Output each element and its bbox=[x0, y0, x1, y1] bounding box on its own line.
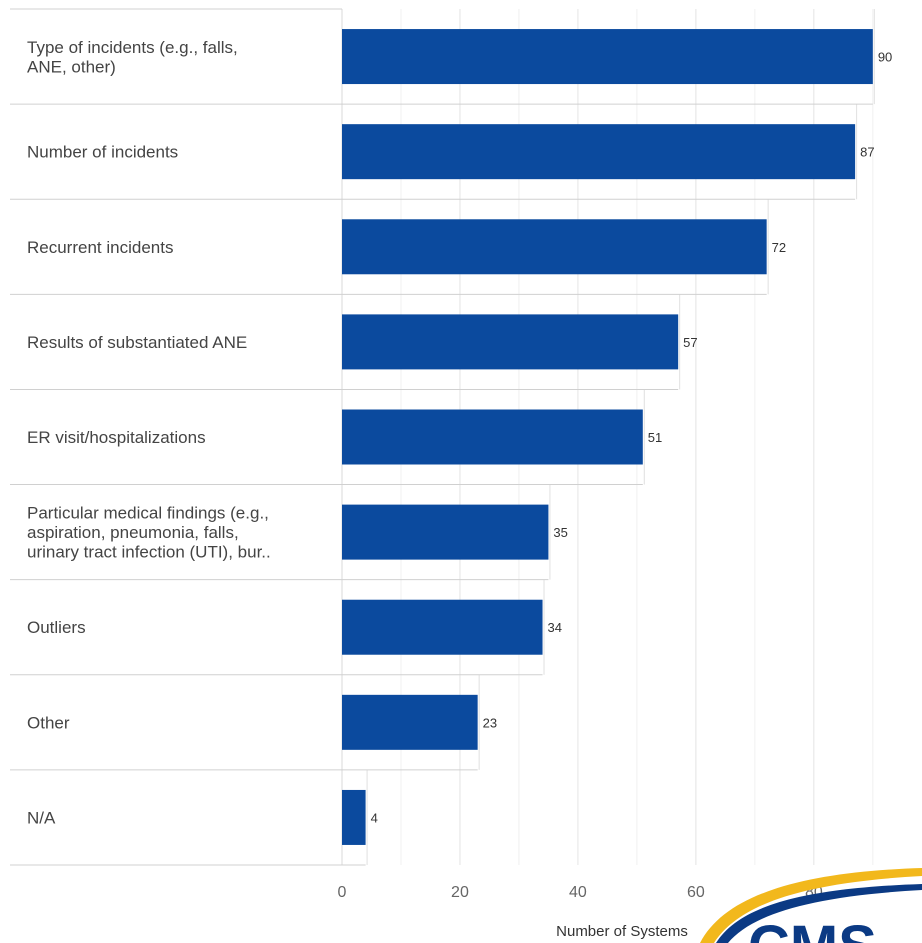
bar bbox=[342, 409, 643, 465]
bar bbox=[342, 219, 767, 275]
value-label: 4 bbox=[371, 810, 378, 825]
bar bbox=[342, 314, 679, 370]
category-label: urinary tract infection (UTI), bur.. bbox=[27, 543, 271, 562]
bar bbox=[342, 789, 366, 845]
value-label: 90 bbox=[878, 50, 892, 65]
row-separators bbox=[10, 8, 873, 866]
bar bbox=[342, 29, 873, 85]
logo-swoosh-inner bbox=[716, 884, 922, 943]
logo-text: CMS bbox=[748, 914, 877, 943]
bar bbox=[342, 124, 856, 180]
bar bbox=[342, 694, 478, 750]
x-tick-label: 20 bbox=[451, 884, 469, 901]
x-axis-ticks: 0 20 40 60 80 bbox=[338, 884, 823, 901]
category-label: Type of incidents (e.g., falls, bbox=[27, 38, 238, 57]
x-tick-label: 0 bbox=[338, 884, 347, 901]
bars bbox=[342, 29, 873, 845]
x-tick-label: 40 bbox=[569, 884, 587, 901]
category-label: Number of incidents bbox=[27, 143, 178, 162]
value-labels: 90 87 72 57 51 35 34 23 4 bbox=[371, 50, 893, 826]
value-label: 72 bbox=[772, 240, 786, 255]
category-label: Results of substantiated ANE bbox=[27, 333, 247, 352]
value-label: 51 bbox=[648, 430, 662, 445]
bar bbox=[342, 504, 549, 560]
value-label: 23 bbox=[483, 715, 497, 730]
category-label: ER visit/hospitalizations bbox=[27, 428, 206, 447]
category-label: ANE, other) bbox=[27, 57, 116, 76]
value-label: 57 bbox=[683, 335, 697, 350]
category-label: Outliers bbox=[27, 618, 86, 637]
category-label: Other bbox=[27, 713, 70, 732]
value-label: 34 bbox=[548, 620, 562, 635]
category-label: Recurrent incidents bbox=[27, 238, 173, 257]
value-label: 35 bbox=[553, 525, 567, 540]
logo-swoosh-outer bbox=[700, 868, 922, 943]
x-axis-title: Number of Systems bbox=[556, 923, 688, 940]
category-label: Particular medical findings (e.g., bbox=[27, 504, 269, 523]
category-label: N/A bbox=[27, 808, 56, 827]
value-label: 87 bbox=[860, 145, 874, 160]
x-tick-label: 60 bbox=[687, 884, 705, 901]
category-labels: Type of incidents (e.g., falls,ANE, othe… bbox=[27, 38, 271, 828]
cms-logo: CMS bbox=[700, 868, 922, 943]
category-label: aspiration, pneumonia, falls, bbox=[27, 523, 239, 542]
bar bbox=[342, 599, 543, 655]
